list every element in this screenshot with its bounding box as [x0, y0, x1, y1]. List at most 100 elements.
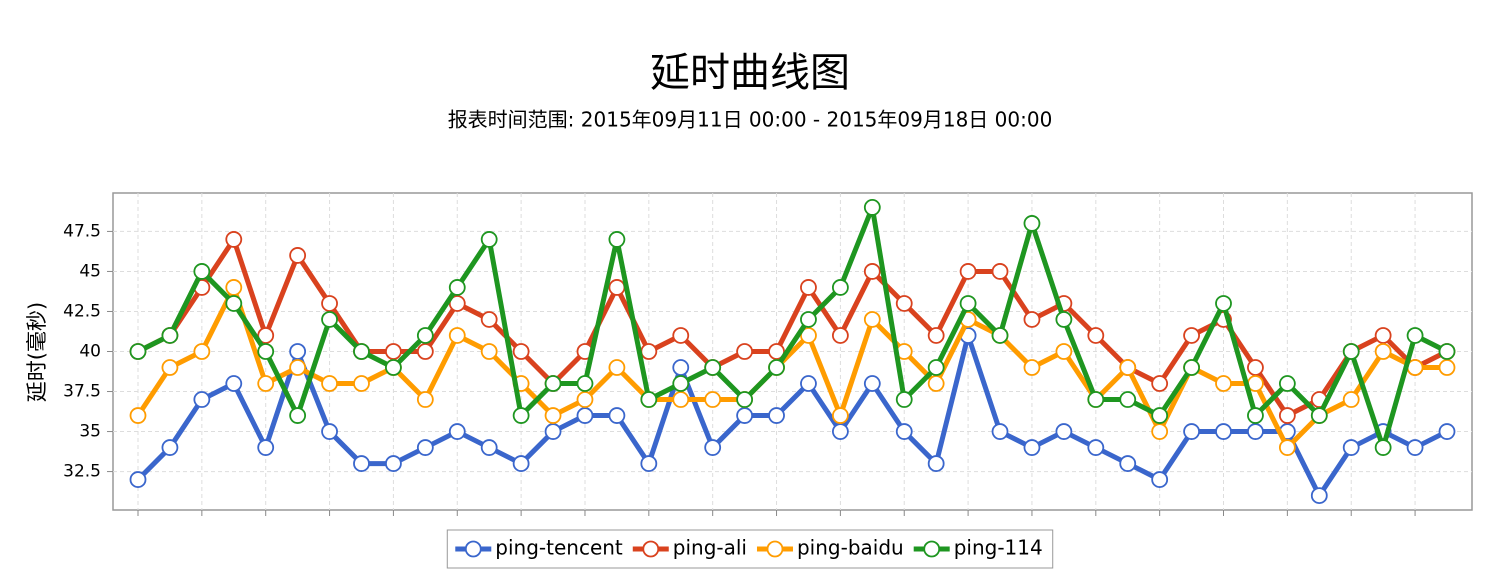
- point: [161, 439, 179, 456]
- legend-box: [446, 529, 1054, 569]
- point: [480, 439, 498, 456]
- point: [1023, 359, 1041, 376]
- point: [800, 311, 817, 328]
- point: [257, 343, 275, 360]
- legend-label: ping-ali: [673, 536, 747, 560]
- point: [1278, 407, 1296, 424]
- legend-label: ping-baidu: [797, 536, 904, 560]
- point: [1119, 359, 1137, 376]
- point: [863, 375, 881, 392]
- point: [576, 391, 594, 408]
- point: [736, 407, 754, 424]
- point: [927, 375, 945, 392]
- y-tick-label: 35: [79, 422, 101, 442]
- legend-marker: [923, 540, 941, 558]
- point: [1119, 391, 1137, 408]
- point: [448, 295, 466, 312]
- point: [1247, 359, 1264, 376]
- point: [1087, 391, 1105, 408]
- point: [1023, 439, 1041, 456]
- point: [321, 295, 338, 312]
- point: [1055, 343, 1073, 360]
- point: [193, 343, 211, 360]
- point: [193, 391, 211, 408]
- point: [1247, 407, 1264, 424]
- point: [895, 295, 913, 312]
- point: [672, 359, 690, 376]
- point: [1183, 423, 1200, 440]
- point: [512, 343, 530, 360]
- point: [512, 455, 530, 472]
- point: [416, 439, 434, 456]
- point: [129, 471, 147, 488]
- legend-label: ping-114: [954, 536, 1043, 560]
- y-tick-label: 32.5: [63, 462, 101, 482]
- point: [416, 327, 434, 344]
- point: [1055, 423, 1073, 440]
- point: [1438, 359, 1456, 376]
- point: [895, 391, 913, 408]
- point: [1215, 423, 1232, 440]
- legend-marker: [464, 540, 482, 558]
- point: [448, 423, 466, 440]
- point: [672, 327, 690, 344]
- point: [544, 423, 562, 440]
- point: [1087, 439, 1105, 456]
- point: [416, 391, 434, 408]
- y-tick-label: 37.5: [63, 382, 101, 402]
- point: [289, 407, 307, 424]
- point: [544, 375, 562, 392]
- point: [257, 375, 275, 392]
- point: [863, 263, 881, 280]
- point: [1278, 375, 1296, 392]
- point: [1183, 327, 1200, 344]
- point: [1151, 471, 1169, 488]
- point: [768, 359, 785, 376]
- point: [1342, 439, 1360, 456]
- point: [640, 455, 658, 472]
- point: [959, 295, 977, 312]
- point: [1278, 439, 1296, 456]
- point: [448, 327, 466, 344]
- point: [480, 311, 498, 328]
- legend-label: ping-tencent: [495, 536, 623, 560]
- point: [1247, 423, 1264, 440]
- point: [353, 343, 370, 360]
- point: [895, 423, 913, 440]
- point: [385, 343, 402, 360]
- point: [289, 343, 307, 360]
- point: [927, 327, 945, 344]
- point: [448, 279, 466, 296]
- point: [800, 327, 817, 344]
- point: [1310, 487, 1328, 504]
- point: [257, 439, 275, 456]
- point: [385, 455, 402, 472]
- point: [1023, 215, 1041, 232]
- point: [768, 407, 785, 424]
- point: [608, 279, 626, 296]
- point: [863, 311, 881, 328]
- chart-title: 延时曲线图: [650, 50, 850, 96]
- point: [1438, 343, 1456, 360]
- point: [353, 455, 370, 472]
- point: [480, 343, 498, 360]
- y-tick-label: 40: [79, 342, 101, 362]
- point: [225, 279, 243, 296]
- point: [1342, 343, 1360, 360]
- point: [385, 359, 402, 376]
- point: [831, 327, 849, 344]
- point: [1406, 327, 1424, 344]
- point: [480, 231, 498, 248]
- point: [959, 263, 977, 280]
- point: [672, 375, 690, 392]
- point: [991, 327, 1009, 344]
- point: [321, 375, 338, 392]
- y-tick-label: 47.5: [63, 221, 101, 241]
- point: [512, 407, 530, 424]
- point: [640, 391, 658, 408]
- point: [1406, 439, 1424, 456]
- point: [1374, 439, 1392, 456]
- point: [608, 407, 626, 424]
- point: [193, 263, 211, 280]
- point: [225, 231, 243, 248]
